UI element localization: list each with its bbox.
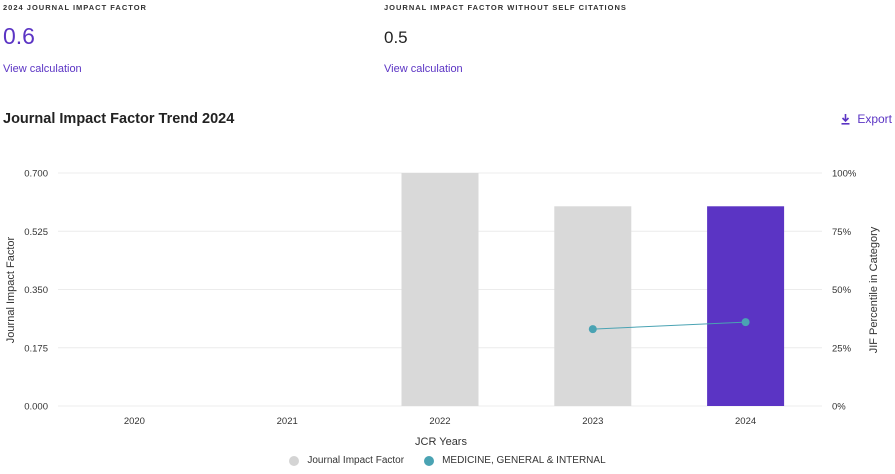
jif-no-self-view-calculation-link[interactable]: View calculation bbox=[384, 63, 463, 75]
bar-2023 bbox=[554, 206, 632, 406]
bars bbox=[401, 173, 785, 406]
y-tick-label-left: 0.000 bbox=[24, 402, 48, 413]
y-tick-label-right: 25% bbox=[832, 343, 852, 354]
y-tick-label-right: 0% bbox=[832, 402, 846, 413]
bar-2024 bbox=[707, 206, 785, 406]
jif-label: 2024 JOURNAL IMPACT FACTOR bbox=[3, 3, 147, 12]
y-tick-label-right: 75% bbox=[832, 227, 852, 238]
download-icon bbox=[841, 113, 850, 125]
x-tick-label: 2022 bbox=[429, 416, 450, 427]
x-axis-ticks: 2020 2021 2022 2023 2024 bbox=[124, 416, 756, 427]
y-axis-left-title: Journal Impact Factor bbox=[5, 236, 17, 343]
legend-marker-jif bbox=[289, 455, 300, 466]
trend-title: Journal Impact Factor Trend 2024 bbox=[3, 111, 235, 127]
chart-legend: Journal Impact Factor MEDICINE, GENERAL … bbox=[0, 455, 895, 466]
percentile-line bbox=[588, 318, 750, 334]
x-axis-title: JCR Years bbox=[415, 436, 467, 448]
y-tick-label-left: 0.175 bbox=[24, 343, 48, 354]
jif-value: 0.6 bbox=[3, 23, 35, 49]
legend-item-category[interactable]: MEDICINE, GENERAL & INTERNAL bbox=[424, 455, 606, 466]
y-tick-label-right: 100% bbox=[832, 169, 857, 180]
x-tick-label: 2020 bbox=[124, 416, 145, 427]
y-tick-label-left: 0.525 bbox=[24, 227, 48, 238]
y-axis-left-ticks: 0.000 0.175 0.350 0.525 0.700 bbox=[24, 169, 48, 413]
y-tick-label-left: 0.350 bbox=[24, 285, 48, 296]
export-button[interactable]: Export bbox=[841, 112, 892, 126]
x-tick-label: 2024 bbox=[735, 416, 756, 427]
legend-label-category: MEDICINE, GENERAL & INTERNAL bbox=[442, 455, 606, 466]
y-tick-label-left: 0.700 bbox=[24, 169, 48, 180]
percentile-line-path bbox=[592, 321, 746, 330]
bar-2022 bbox=[401, 173, 479, 406]
percentile-point-2023 bbox=[588, 325, 597, 334]
x-tick-label: 2021 bbox=[277, 416, 298, 427]
y-tick-label-right: 50% bbox=[832, 285, 852, 296]
jif-no-self-label: JOURNAL IMPACT FACTOR WITHOUT SELF CITAT… bbox=[384, 3, 627, 12]
jif-view-calculation-link[interactable]: View calculation bbox=[3, 63, 82, 75]
y-axis-right-ticks: 0% 25% 50% 75% 100% bbox=[832, 169, 857, 413]
jif-no-self-value: 0.5 bbox=[384, 28, 408, 47]
export-label: Export bbox=[857, 112, 892, 126]
jif-trend-chart: 0.000 0.175 0.350 0.525 0.700 0% 25% 50% 75% 100… bbox=[5, 169, 880, 449]
y-axis-right-title: JIF Percentile in Category bbox=[868, 226, 880, 353]
percentile-point-2024 bbox=[741, 318, 750, 327]
x-tick-label: 2023 bbox=[582, 416, 603, 427]
legend-item-jif[interactable]: Journal Impact Factor bbox=[289, 455, 404, 466]
legend-label-jif: Journal Impact Factor bbox=[307, 455, 405, 466]
legend-marker-category bbox=[424, 455, 435, 466]
